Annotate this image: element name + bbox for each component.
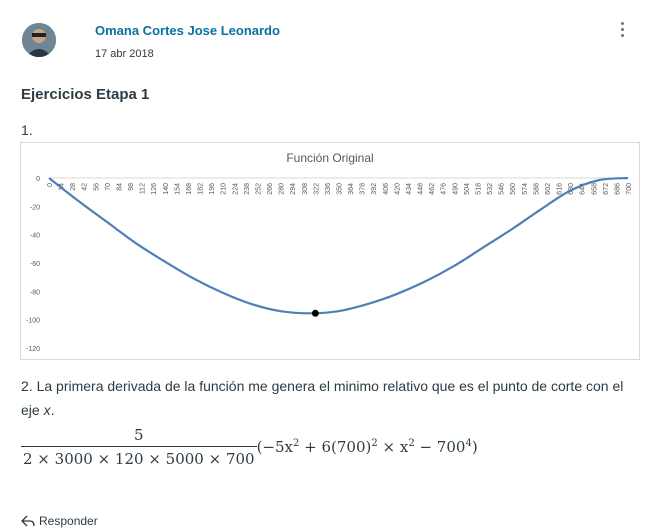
x-tick-label: 588 [533, 183, 540, 195]
x-tick-label: 112 [140, 183, 147, 194]
y-tick-label: -60 [30, 261, 40, 268]
reply-label: Responder [39, 514, 98, 528]
formula-exp: 2 [293, 438, 300, 449]
x-tick-label: 504 [464, 183, 471, 195]
x-tick-label: 252 [255, 183, 262, 195]
y-tick-label: -100 [26, 318, 40, 325]
x-tick-label: 602 [545, 183, 552, 195]
x-tick-label: 70 [105, 183, 112, 191]
y-tick-label: -120 [26, 346, 40, 353]
x-tick-label: 392 [371, 183, 378, 195]
x-tick-label: 210 [221, 183, 228, 195]
formula-part-e: ) [471, 438, 478, 456]
x-tick-label: 644 [580, 183, 587, 195]
x-tick-label: 434 [406, 183, 413, 195]
x-tick-label: 476 [441, 183, 448, 195]
x-tick-label: 406 [383, 183, 390, 195]
item-2-text: 2. La primera derivada de la función me … [21, 374, 631, 422]
line-chart: Función Original 0 -20 -40 -60 -80 -100 -120 0 14… [26, 151, 633, 353]
item-2-variable: x [43, 402, 51, 418]
x-tick-label: 196 [209, 183, 216, 195]
item-1-label: 1. [21, 122, 33, 138]
x-tick-label: 532 [487, 183, 494, 195]
x-tick-label: 672 [603, 183, 610, 195]
x-tick-label: 448 [418, 183, 425, 195]
x-tick-label: 336 [325, 183, 332, 195]
x-tick-label: 84 [116, 183, 123, 191]
avatar[interactable] [22, 23, 56, 57]
derivative-formula: 5 2 × 3000 × 120 × 5000 × 700 (−5x2 + 6(… [21, 426, 478, 468]
x-tick-label: 658 [591, 183, 598, 195]
x-tick-label: 266 [267, 183, 274, 195]
formula-part-a: (−5x [256, 438, 294, 456]
x-tick-label: 238 [244, 183, 251, 195]
x-tick-label: 420 [394, 183, 401, 195]
kebab-menu-icon[interactable] [614, 22, 630, 40]
x-tick-label: 560 [510, 183, 517, 195]
y-tick-label: -40 [30, 233, 40, 240]
post-heading: Ejercicios Etapa 1 [21, 86, 150, 103]
x-tick-label: 574 [522, 183, 529, 195]
reply-icon [21, 515, 35, 527]
y-tick-label: -20 [30, 204, 40, 211]
x-tick-label: 28 [70, 183, 77, 191]
item-2-end: . [50, 402, 55, 418]
x-tick-label: 126 [151, 183, 158, 195]
minimum-point-marker [311, 309, 319, 317]
x-tick-label: 140 [163, 183, 170, 195]
x-tick-label: 462 [429, 183, 436, 195]
item-2-sentence: 2. La primera derivada de la función me … [21, 378, 624, 418]
x-tick-label: 280 [279, 183, 286, 195]
formula-exp: 4 [465, 438, 472, 449]
formula-exp: 2 [408, 438, 415, 449]
series-line [48, 176, 629, 315]
formula-denominator: 2 × 3000 × 120 × 5000 × 700 [23, 450, 255, 468]
x-tick-label: 0 [47, 183, 54, 187]
formula-exp: 2 [371, 438, 378, 449]
x-tick-label: 182 [198, 183, 205, 195]
formula-fraction: 5 2 × 3000 × 120 × 5000 × 700 [21, 426, 257, 468]
x-tick-label: 490 [452, 183, 459, 195]
x-tick-label: 168 [186, 183, 193, 195]
chart-title: Función Original [286, 151, 373, 165]
formula-numerator: 5 [21, 426, 257, 447]
x-tick-label: 686 [614, 183, 621, 195]
x-tick-label: 616 [557, 183, 564, 195]
x-tick-label: 700 [626, 183, 633, 195]
x-tick-label: 308 [302, 183, 309, 195]
x-tick-label: 56 [93, 183, 100, 191]
x-tick-label: 378 [360, 183, 367, 195]
formula-part-d: − 700 [414, 438, 466, 456]
y-tick-label: 0 [36, 176, 40, 183]
x-tick-label: 546 [499, 183, 506, 195]
x-tick-label: 154 [174, 183, 181, 195]
avatar-image [22, 23, 56, 57]
reply-button[interactable]: Responder [21, 514, 98, 528]
x-tick-label: 224 [232, 183, 239, 195]
author-name[interactable]: Omana Cortes Jose Leonardo [95, 23, 280, 38]
x-tick-label: 518 [475, 183, 482, 195]
x-tick-label: 322 [313, 183, 320, 195]
chart-image: Función Original 0 -20 -40 -60 -80 -100 -120 0 14… [20, 142, 640, 360]
post-date: 17 abr 2018 [95, 48, 154, 60]
x-tick-label: 294 [290, 183, 297, 195]
x-tick-label: 14 [59, 183, 66, 191]
formula-part-b: + 6(700) [299, 438, 372, 456]
x-tick-label: 364 [348, 183, 355, 195]
x-tick-label: 98 [128, 183, 135, 191]
y-tick-label: -80 [30, 289, 40, 296]
formula-part-c: × x [377, 438, 409, 456]
x-tick-label: 42 [82, 183, 89, 191]
x-tick-label: 350 [337, 183, 344, 195]
formula-expression: (−5x2 + 6(700)2 × x2 − 7004) [257, 438, 478, 456]
